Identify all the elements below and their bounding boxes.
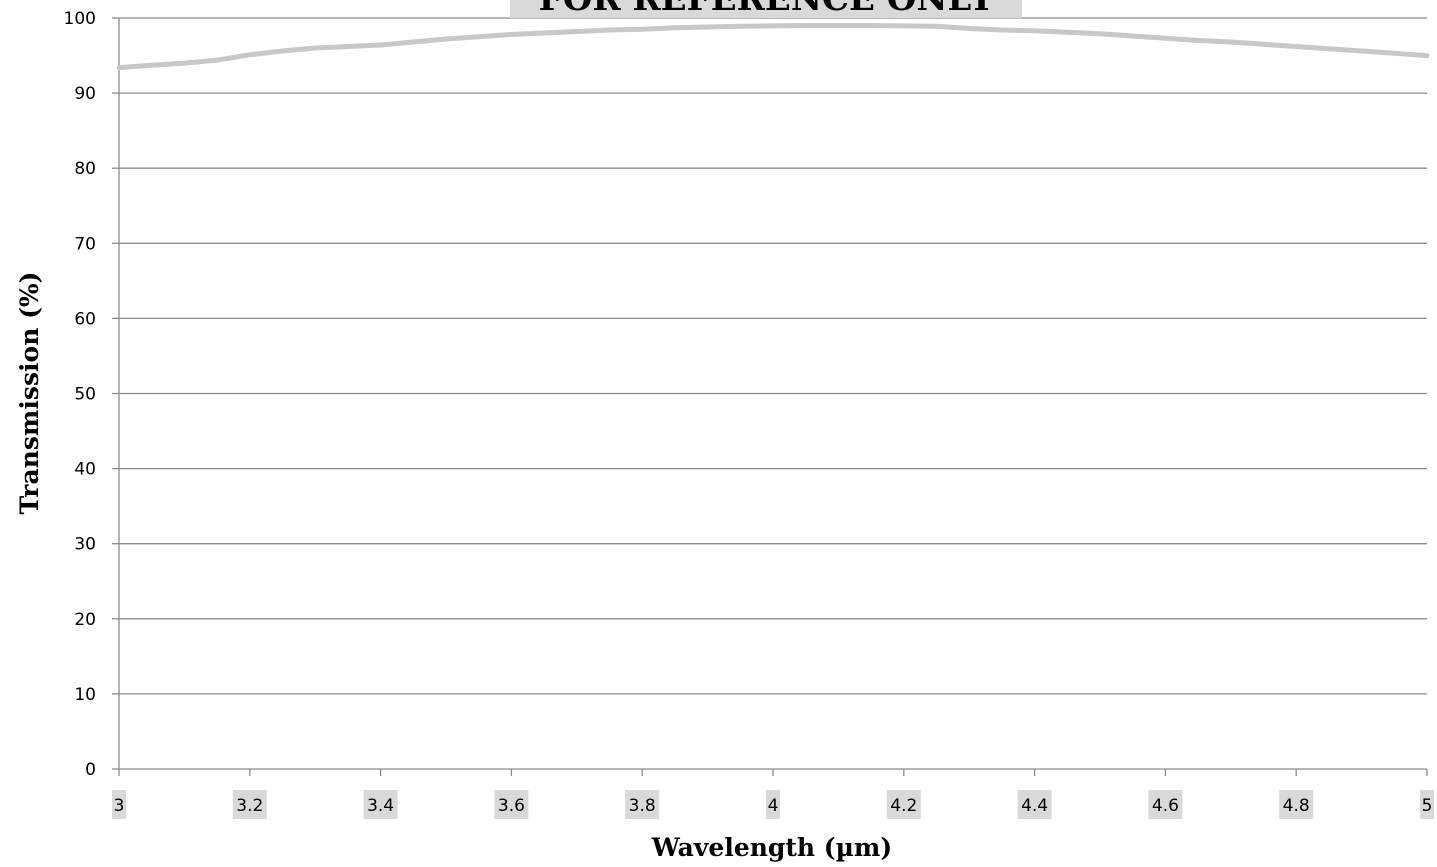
x-tick-label-bg [1420, 790, 1434, 819]
x-tick-3.2: 3.2 [232, 790, 267, 819]
x-tick-4.6: 4.6 [1148, 790, 1183, 819]
x-tick-4.4: 4.4 [1017, 790, 1052, 819]
y-tick-label-30: 30 [74, 535, 96, 555]
x-tick-label-3.6: 3.6 [498, 796, 525, 816]
y-tick-label-0: 0 [85, 760, 96, 780]
y-tick-label-80: 80 [74, 159, 96, 179]
x-tick-4.8: 4.8 [1279, 790, 1314, 819]
x-tick-4.2: 4.2 [886, 790, 921, 819]
series-group [116, 23, 1430, 71]
x-tick-label-4.2: 4.2 [890, 796, 917, 816]
x-tick-label-3.8: 3.8 [629, 796, 656, 816]
x-tick-label-bg [766, 790, 780, 819]
x-tick-labels: 3 3.2 3.4 3.6 3.8 4 4.2 4.4 4.6 4.8 5 [112, 790, 1434, 819]
x-tick-label-bg [1279, 790, 1314, 819]
watermark-text: FOR REFERENCE ONLY [539, 0, 995, 19]
x-tick-label-4.4: 4.4 [1021, 796, 1048, 816]
x-tick-label-5: 5 [1422, 796, 1433, 816]
y-tick-label-70: 70 [74, 234, 96, 254]
x-tick-label-bg [886, 790, 921, 819]
x-tick-label-4.8: 4.8 [1283, 796, 1310, 816]
y-tick-labels: 0 10 20 30 40 50 60 70 80 90 100 [64, 9, 96, 780]
y-tick-label-100: 100 [64, 9, 96, 29]
x-tick-label-3.4: 3.4 [367, 796, 394, 816]
x-tick-label-4.6: 4.6 [1152, 796, 1179, 816]
y-tick-label-60: 60 [74, 309, 96, 329]
y-tick-label-50: 50 [74, 385, 96, 405]
x-tick-label-4: 4 [768, 796, 779, 816]
x-tick-label-bg [112, 790, 126, 819]
watermark: FOR REFERENCE ONLY [510, 0, 1022, 19]
watermark-background [510, 0, 1022, 18]
x-tick-label-bg [494, 790, 529, 819]
x-tick-3.8: 3.8 [625, 790, 660, 819]
x-tick-label-3: 3 [114, 796, 125, 816]
x-tick-label-bg [1148, 790, 1183, 819]
x-tick-5: 5 [1420, 790, 1434, 819]
x-tick-label-bg [232, 790, 267, 819]
axes [118, 18, 1428, 776]
x-tick-4: 4 [766, 790, 780, 819]
series-line-0 [116, 23, 1430, 71]
y-axis-title: Transmission (%) [15, 272, 44, 515]
x-axis-title: Wavelength (µm) [651, 833, 892, 862]
x-tick-label-bg [363, 790, 398, 819]
x-tick-label-bg [1017, 790, 1052, 819]
y-tick-label-10: 10 [74, 685, 96, 705]
x-tick-label-3.2: 3.2 [236, 796, 263, 816]
x-tick-3.6: 3.6 [494, 790, 529, 819]
gridlines [112, 17, 1427, 770]
x-tick-3: 3 [112, 790, 126, 819]
y-tick-label-40: 40 [74, 460, 96, 480]
y-tick-label-20: 20 [74, 610, 96, 630]
x-tick-label-bg [625, 790, 660, 819]
x-tick-3.4: 3.4 [363, 790, 398, 819]
y-tick-label-90: 90 [74, 84, 96, 104]
